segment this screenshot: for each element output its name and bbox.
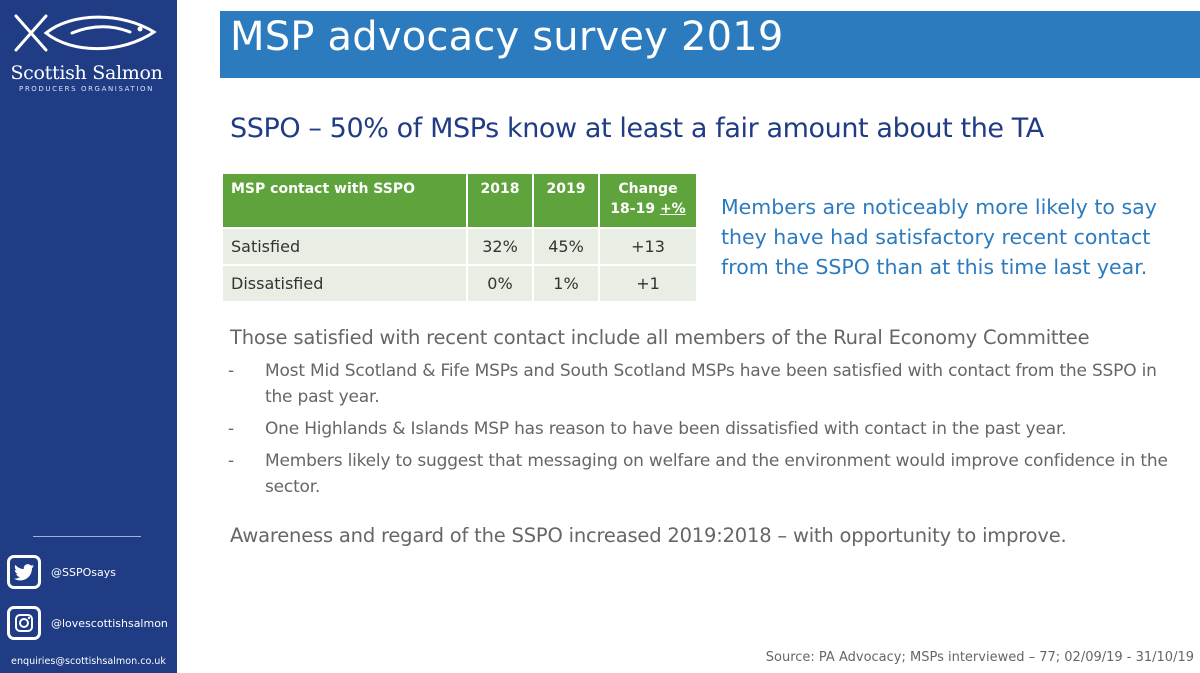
bullet-text: Members likely to suggest that messaging… xyxy=(265,451,1168,497)
twitter-handle: @SSPOsays xyxy=(51,565,116,579)
twitter-icon xyxy=(7,555,41,589)
bullet-list: - Most Mid Scotland & Fife MSPs and South… xyxy=(228,358,1188,506)
bullet-dash: - xyxy=(228,451,234,471)
source-note: Source: PA Advocacy; MSPs interviewed – … xyxy=(765,650,1194,665)
contact-table: MSP contact with SSPO 2018 2019 Change 1… xyxy=(221,172,698,303)
sidebar-divider xyxy=(33,536,141,537)
brand-subtitle: PRODUCERS ORGANISATION xyxy=(19,85,154,93)
table-cell: Dissatisfied xyxy=(221,264,468,303)
table-cell: 32% xyxy=(466,227,534,266)
change-header-line2: 18-19 xyxy=(610,201,660,217)
table-header: MSP contact with SSPO xyxy=(221,172,468,229)
bullet-dash: - xyxy=(228,361,234,381)
brand-name: Scottish Salmon xyxy=(10,62,163,84)
instagram-handle: @lovescottishsalmon xyxy=(51,616,168,630)
list-item: - Most Mid Scotland & Fife MSPs and South… xyxy=(228,358,1188,410)
table-header-row: MSP contact with SSPO 2018 2019 Change 1… xyxy=(221,172,698,229)
table-row: Satisfied 32% 45% +13 xyxy=(221,227,698,266)
body-heading: Those satisfied with recent contact incl… xyxy=(230,326,1090,349)
page-title: MSP advocacy survey 2019 xyxy=(230,14,784,60)
list-item: - One Highlands & Islands MSP has reason … xyxy=(228,416,1188,442)
salmon-logo-icon xyxy=(12,10,162,60)
table-header: 2018 xyxy=(466,172,534,229)
table-header: Change 18-19 +% xyxy=(598,172,698,229)
instagram-icon xyxy=(7,606,41,640)
table-cell: 0% xyxy=(466,264,534,303)
change-header-unit: +% xyxy=(659,201,686,217)
instagram-link[interactable]: @lovescottishsalmon xyxy=(7,606,168,640)
table-cell: Satisfied xyxy=(221,227,468,266)
bullet-text: One Highlands & Islands MSP has reason t… xyxy=(265,419,1067,439)
slide-subtitle: SSPO – 50% of MSPs know at least a fair … xyxy=(230,113,1044,144)
table-cell: 1% xyxy=(532,264,600,303)
bullet-text: Most Mid Scotland & Fife MSPs and South … xyxy=(265,361,1157,407)
callout-text: Members are noticeably more likely to sa… xyxy=(721,195,1157,279)
conclusion-text: Awareness and regard of the SSPO increas… xyxy=(230,524,1067,547)
table-header: 2019 xyxy=(532,172,600,229)
contact-email[interactable]: enquiries@scottishsalmon.co.uk xyxy=(11,656,166,667)
twitter-link[interactable]: @SSPOsays xyxy=(7,555,116,589)
list-item: - Members likely to suggest that messagin… xyxy=(228,448,1188,500)
table-cell: +13 xyxy=(598,227,698,266)
change-header-line1: Change xyxy=(618,181,678,197)
sidebar: Scottish Salmon PRODUCERS ORGANISATION @… xyxy=(0,0,177,673)
title-band xyxy=(220,11,1200,78)
bullet-dash: - xyxy=(228,419,234,439)
table-cell: +1 xyxy=(598,264,698,303)
table-row: Dissatisfied 0% 1% +1 xyxy=(221,264,698,303)
table-cell: 45% xyxy=(532,227,600,266)
